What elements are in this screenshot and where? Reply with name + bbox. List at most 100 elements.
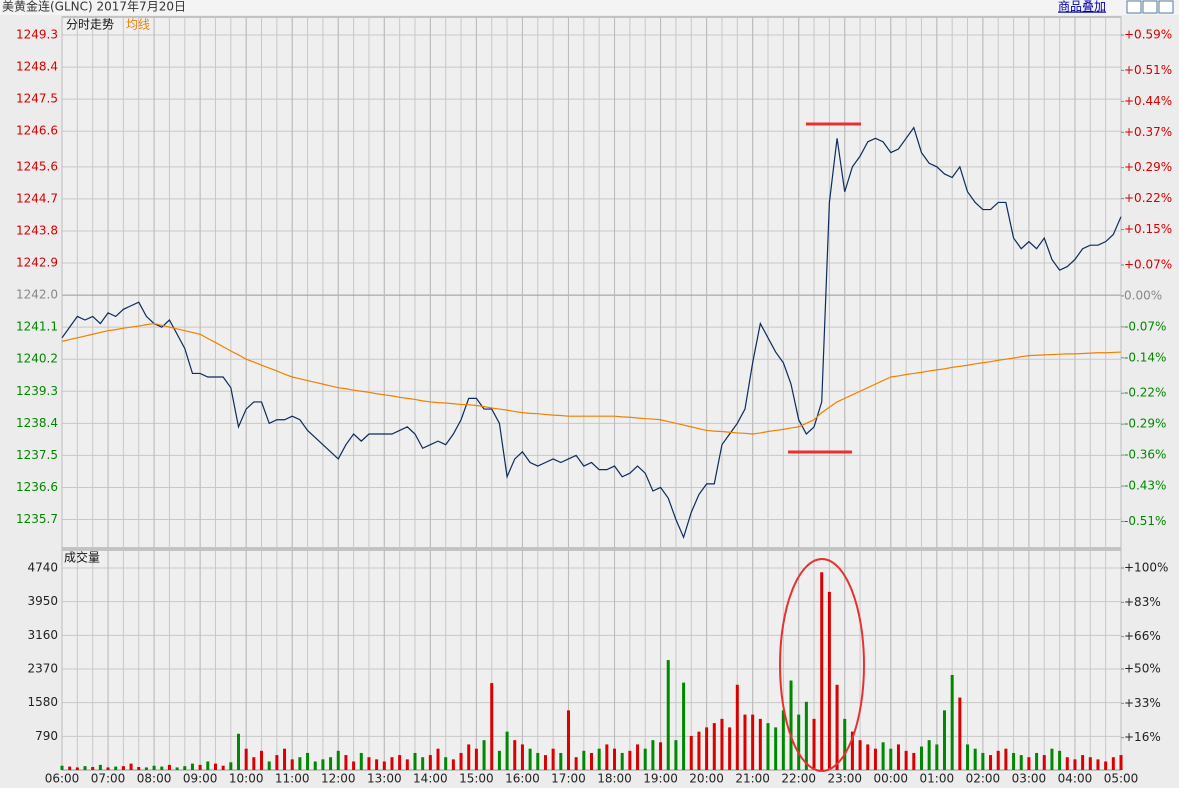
volume-bar: [459, 752, 463, 770]
volume-bar: [590, 752, 593, 770]
volume-bar: [1058, 750, 1062, 770]
volume-bar: [774, 727, 778, 770]
volume-bar: [352, 761, 356, 770]
volume-bar: [129, 763, 133, 770]
y-tick-label: 1238.4: [16, 416, 58, 430]
volume-bar: [973, 748, 977, 770]
volume-bar: [1081, 755, 1085, 770]
volume-bar: [260, 750, 264, 770]
volume-bar: [827, 591, 831, 770]
y-tick-label: 1245.6: [16, 159, 58, 173]
x-tick-label: 18:00: [597, 772, 632, 786]
overlay-button[interactable]: 商品叠加: [1058, 0, 1106, 14]
volume-bar: [651, 740, 655, 770]
nav-right[interactable]: [1142, 0, 1158, 14]
volume-bar: [183, 766, 187, 770]
volume-bar: [375, 759, 379, 770]
volume-bar: [1088, 757, 1092, 770]
volume-bar: [866, 744, 870, 770]
volume-bar: [421, 757, 425, 770]
y-tick-label: 1246.6: [16, 124, 58, 138]
volume-bar: [850, 731, 854, 770]
volume-panel: [61, 549, 1122, 771]
volume-bar: [559, 752, 563, 770]
volume-bar: [513, 740, 517, 770]
x-tick-label: 01:00: [920, 772, 955, 786]
volume-bar: [712, 723, 716, 770]
volume-bar: [229, 762, 233, 770]
volume-bar: [413, 752, 417, 770]
volume-bar: [91, 767, 95, 770]
x-tick-label: 23:00: [827, 772, 862, 786]
volume-bar: [390, 757, 394, 770]
y2-tick-label: +0.51%: [1124, 63, 1172, 77]
volume-bar: [566, 710, 570, 770]
volume-bar: [896, 744, 900, 770]
volume-bar: [98, 764, 102, 770]
y-tick-label: 1242.0: [16, 288, 58, 302]
volume-bar: [1119, 755, 1123, 770]
volume-bar: [927, 740, 931, 770]
volume-bar: [60, 765, 64, 770]
volume-bar: [666, 660, 670, 770]
volume-bar: [1027, 757, 1031, 770]
nav-left[interactable]: [1126, 0, 1142, 14]
legend-label: 分时走势: [66, 18, 114, 32]
x-tick-label: 17:00: [551, 772, 586, 786]
volume-bar: [935, 744, 939, 770]
volume-bar: [528, 748, 532, 770]
volume-bar: [405, 759, 409, 770]
volume-bar: [382, 761, 386, 770]
y-tick-label: 2370: [27, 662, 58, 676]
volume-bar: [451, 759, 455, 770]
volume-bar: [344, 755, 348, 770]
volume-bar: [743, 714, 747, 770]
nav-buttons[interactable]: [1126, 0, 1174, 14]
y-tick-label: 1249.3: [16, 28, 58, 42]
volume-bar: [190, 763, 194, 770]
volume-bar: [674, 740, 678, 770]
y-tick-label: 1247.5: [16, 92, 58, 106]
volume-bar: [697, 731, 701, 770]
y-tick-label: 4740: [27, 561, 58, 575]
y-tick-label: 1248.4: [16, 60, 58, 74]
volume-bar: [144, 767, 148, 770]
volume-bar: [613, 748, 617, 770]
y-tick-label: 1243.8: [16, 223, 58, 237]
volume-bar: [83, 766, 87, 770]
volume-bar: [605, 744, 609, 770]
volume-bar: [444, 757, 448, 770]
volume-bar: [989, 755, 993, 770]
volume-bar: [321, 759, 325, 770]
volume-bar: [160, 766, 164, 770]
volume-bar: [244, 748, 248, 770]
y2-tick-label: +0.15%: [1124, 222, 1172, 236]
volume-bar: [966, 744, 970, 770]
x-tick-label: 11:00: [275, 772, 310, 786]
x-tick-label: 10:00: [229, 772, 264, 786]
x-tick-label: 03:00: [1012, 772, 1047, 786]
y2-tick-label: +83%: [1124, 595, 1161, 609]
volume-bar: [728, 727, 732, 770]
volume-bar: [68, 766, 72, 770]
volume-bar: [551, 748, 555, 770]
y-tick-label: 790: [35, 729, 58, 743]
volume-bar: [958, 697, 962, 770]
volume-bar: [689, 735, 693, 770]
x-tick-label: 21:00: [735, 772, 770, 786]
y-tick-label: 3950: [27, 594, 58, 608]
volume-bar: [705, 727, 709, 770]
volume-bar: [620, 752, 624, 770]
x-tick-label: 06:00: [45, 772, 80, 786]
y-tick-label: 1580: [27, 695, 58, 709]
volume-bar: [1004, 748, 1008, 770]
y2-tick-label: -0.29%: [1124, 417, 1166, 431]
volume-bar: [482, 740, 486, 770]
volume-bar: [643, 748, 647, 770]
volume-bar: [636, 744, 640, 770]
nav-close[interactable]: [1158, 0, 1174, 14]
y-tick-label: 1235.7: [16, 512, 58, 526]
y2-tick-label: +0.37%: [1124, 125, 1172, 139]
